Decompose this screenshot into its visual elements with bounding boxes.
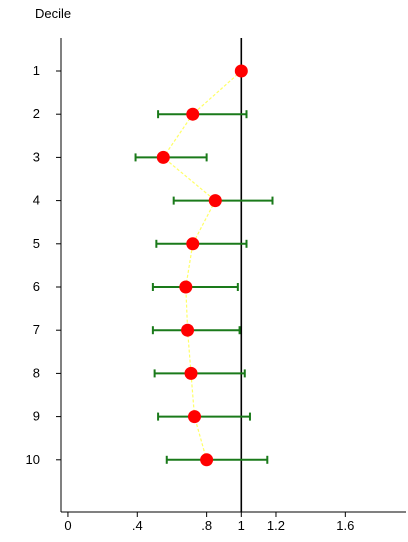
connector-line xyxy=(162,70,242,460)
y-tick-label: 5 xyxy=(33,236,40,251)
ci-group xyxy=(134,110,274,464)
estimate-point xyxy=(184,366,198,380)
y-axis-title: Decile xyxy=(35,6,71,21)
estimate-point xyxy=(187,410,201,424)
x-tick-label: 1.2 xyxy=(267,518,285,533)
y-tick-label: 4 xyxy=(33,193,40,208)
y-tick-label: 10 xyxy=(26,452,40,467)
estimate-point xyxy=(181,323,195,337)
x-tick-labels-group: 0 .4 .8 1 1.2 1.6 xyxy=(64,518,354,533)
y-tick-label: 9 xyxy=(33,409,40,424)
y-tick-label: 8 xyxy=(33,365,40,380)
estimate-point xyxy=(186,107,200,121)
estimate-point xyxy=(200,453,214,467)
y-tick-label: 2 xyxy=(33,106,40,121)
y-tick-label: 1 xyxy=(33,63,40,78)
connector-group xyxy=(162,70,242,460)
x-tick-label: 0 xyxy=(64,518,71,533)
estimate-point xyxy=(156,150,170,164)
estimate-point xyxy=(179,280,193,294)
y-tick-label: 3 xyxy=(33,149,40,164)
estimate-point xyxy=(186,237,200,251)
estimate-point xyxy=(234,64,248,78)
y-tick-label: 6 xyxy=(33,279,40,294)
axes-group xyxy=(56,38,406,517)
x-tick-label: 1 xyxy=(238,518,245,533)
estimate-point xyxy=(208,194,222,208)
y-tick-labels-group: 1 2 3 4 5 6 7 8 9 10 xyxy=(26,63,40,467)
x-tick-label: .8 xyxy=(201,518,212,533)
points-group xyxy=(156,64,248,467)
x-tick-label: 1.6 xyxy=(336,518,354,533)
x-tick-label: .4 xyxy=(132,518,143,533)
y-tick-label: 7 xyxy=(33,322,40,337)
